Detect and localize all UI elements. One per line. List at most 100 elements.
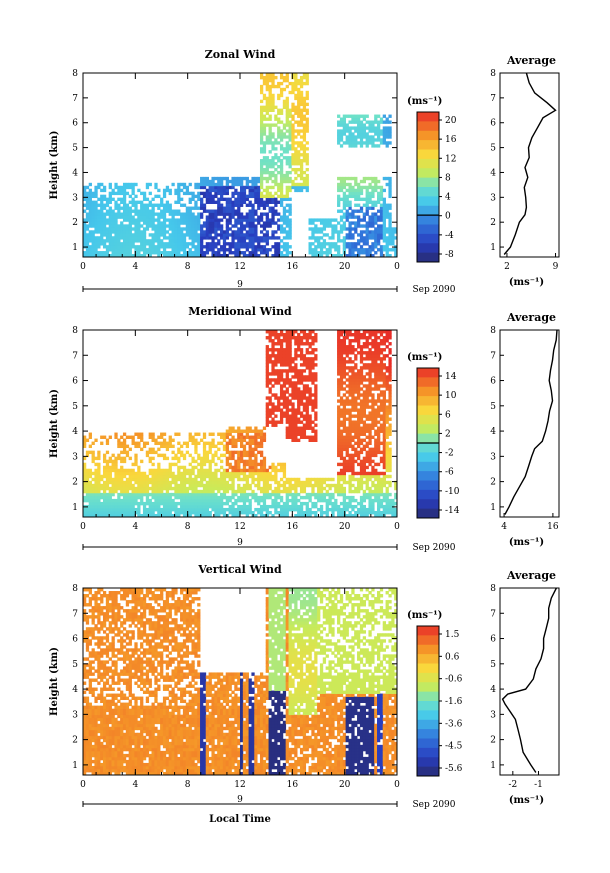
heatmap-cell bbox=[220, 495, 224, 500]
heatmap-cell bbox=[122, 212, 127, 216]
heatmap-cell bbox=[271, 173, 275, 178]
heatmap-cell bbox=[311, 489, 315, 494]
heatmap-cell bbox=[348, 351, 352, 355]
heatmap-cell bbox=[297, 348, 301, 352]
heatmap-cell bbox=[297, 426, 301, 430]
heatmap-cell bbox=[351, 215, 355, 219]
heatmap-cell bbox=[294, 420, 298, 424]
heatmap-cell bbox=[194, 480, 198, 485]
heatmap-cell bbox=[348, 185, 352, 190]
heatmap-cell bbox=[114, 182, 118, 187]
heatmap-cell bbox=[105, 438, 110, 442]
heatmap-cell bbox=[257, 248, 261, 252]
heatmap-cell bbox=[265, 510, 269, 515]
heatmap-cell bbox=[208, 230, 212, 234]
heatmap-cell bbox=[288, 188, 292, 193]
heatmap-cell bbox=[285, 372, 289, 376]
heatmap-cell bbox=[148, 233, 152, 237]
heatmap-cell bbox=[259, 450, 264, 455]
heatmap-cell bbox=[100, 197, 104, 202]
heatmap-cell bbox=[240, 432, 244, 436]
heatmap-cell bbox=[294, 486, 298, 491]
heatmap-cell bbox=[237, 194, 241, 199]
heatmap-cell bbox=[137, 224, 141, 228]
heatmap-cell bbox=[94, 474, 98, 479]
heatmap-cell bbox=[197, 468, 201, 473]
heatmap-cell bbox=[265, 167, 269, 172]
heatmap-cell bbox=[374, 239, 378, 243]
heatmap-cell bbox=[265, 345, 269, 349]
heatmap-cell bbox=[277, 360, 281, 364]
heatmap-cell bbox=[237, 179, 241, 184]
heatmap-cell bbox=[205, 227, 209, 231]
heatmap-cell bbox=[368, 135, 372, 139]
heatmap-cell bbox=[308, 336, 312, 340]
heatmap-cell bbox=[259, 170, 264, 175]
heatmap-cell bbox=[194, 227, 198, 231]
heatmap-cell bbox=[308, 414, 312, 418]
heatmap-cell bbox=[348, 402, 352, 406]
heatmap-cell bbox=[194, 513, 198, 517]
heatmap-cell bbox=[205, 221, 209, 225]
heatmap-cell bbox=[271, 156, 275, 160]
heatmap-cell bbox=[342, 402, 347, 406]
y-tick-label: 3 bbox=[72, 193, 78, 203]
heatmap-cell bbox=[342, 197, 347, 202]
heatmap-cell bbox=[151, 251, 155, 255]
heatmap-cell bbox=[374, 114, 378, 118]
heatmap-cell bbox=[382, 126, 386, 130]
heatmap-cell bbox=[351, 393, 355, 397]
heatmap-cell bbox=[120, 492, 124, 497]
heatmap-cell bbox=[388, 230, 392, 234]
colorbar-swatch bbox=[417, 112, 439, 122]
heatmap-cell bbox=[171, 477, 175, 482]
heatmap-cell bbox=[288, 147, 292, 151]
heatmap-cell bbox=[285, 348, 289, 352]
heatmap-cell bbox=[194, 510, 198, 515]
heatmap-cell bbox=[337, 414, 341, 418]
heatmap-cell bbox=[265, 483, 269, 488]
heatmap-cell bbox=[231, 495, 235, 500]
heatmap-cell bbox=[91, 504, 95, 509]
heatmap-cell bbox=[228, 242, 232, 246]
heatmap-cell bbox=[339, 345, 344, 349]
heatmap-cell bbox=[114, 483, 118, 488]
heatmap-cell bbox=[208, 450, 212, 455]
heatmap-cell bbox=[271, 245, 275, 249]
heatmap-cell bbox=[208, 486, 212, 491]
heatmap-cell bbox=[194, 474, 198, 479]
heatmap-cell bbox=[228, 200, 232, 204]
heatmap-cell bbox=[368, 182, 372, 187]
y-tick-label: 2 bbox=[72, 218, 78, 228]
heatmap-cell bbox=[148, 248, 152, 252]
heatmap-cell bbox=[222, 215, 227, 219]
heatmap-cell bbox=[83, 197, 87, 202]
heatmap-cell bbox=[182, 221, 187, 225]
heatmap-cell bbox=[302, 150, 307, 154]
heatmap-cell bbox=[302, 408, 307, 412]
heatmap-cell bbox=[294, 135, 298, 139]
heatmap-cell bbox=[342, 182, 347, 187]
heatmap-cell bbox=[294, 141, 298, 145]
heatmap-cell bbox=[180, 227, 184, 231]
heatmap-cell bbox=[108, 459, 112, 464]
heatmap-cell bbox=[342, 206, 347, 210]
heatmap-cell bbox=[328, 245, 332, 249]
heatmap-cell bbox=[351, 447, 355, 452]
heatmap-cell bbox=[351, 507, 355, 512]
heatmap-cell bbox=[362, 426, 366, 430]
heatmap-cell bbox=[297, 342, 301, 346]
heatmap-cell bbox=[228, 185, 232, 190]
heatmap-cell bbox=[277, 156, 281, 160]
heatmap-cell bbox=[348, 444, 352, 449]
heatmap-cell bbox=[342, 348, 347, 352]
heatmap-cell bbox=[188, 182, 192, 187]
heatmap-cell bbox=[388, 227, 392, 231]
heatmap-cell bbox=[151, 495, 155, 500]
heatmap-cell bbox=[148, 203, 152, 207]
heatmap-cell bbox=[265, 513, 269, 517]
heatmap-cell bbox=[285, 224, 289, 228]
heatmap-cell bbox=[348, 474, 352, 479]
heatmap-cell bbox=[251, 191, 255, 196]
heatmap-cell bbox=[294, 501, 298, 506]
